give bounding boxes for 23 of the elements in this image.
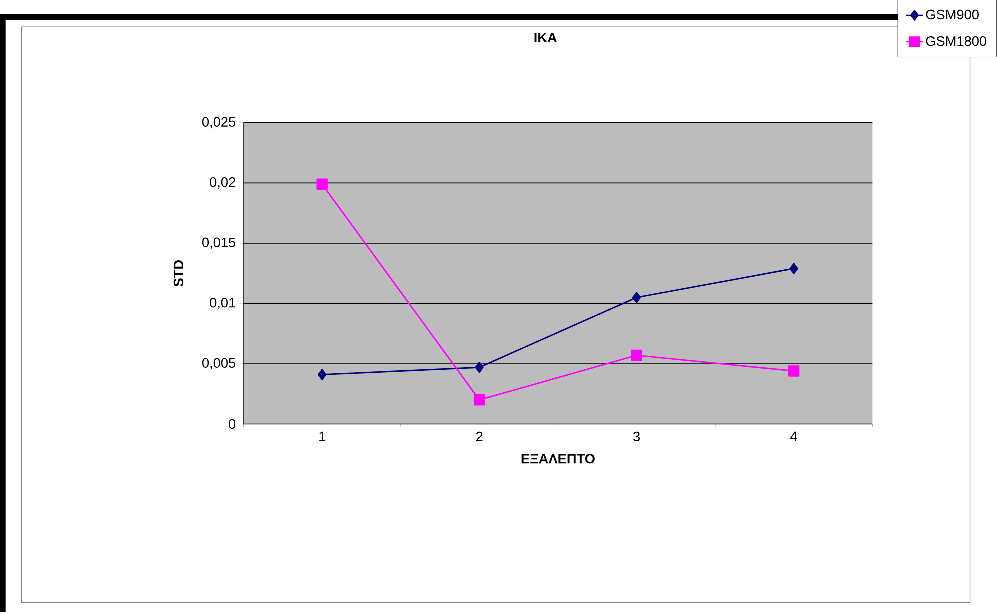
legend-label: GSM900 xyxy=(926,10,979,20)
point xyxy=(788,366,800,377)
x-tick-label: 4 xyxy=(790,432,798,442)
x-tick-label: 2 xyxy=(476,432,483,442)
y-tick-label: 0,01 xyxy=(210,298,236,310)
chart-title: ΙΚΑ xyxy=(534,33,558,42)
point xyxy=(790,263,798,274)
x-tick-label: 1 xyxy=(320,432,326,442)
point xyxy=(318,369,327,380)
point xyxy=(632,292,642,304)
x-axis-title: ΕΞΑΛΕΠΤΟ xyxy=(522,454,595,464)
y-tick-label: 0,025 xyxy=(202,117,236,128)
point xyxy=(631,350,642,362)
point xyxy=(316,178,328,190)
y-tick-label: 0,02 xyxy=(210,177,236,189)
y-axis-title: STD xyxy=(174,260,184,287)
y-tick-label: 0,005 xyxy=(202,358,236,370)
point xyxy=(475,362,484,374)
point xyxy=(474,394,486,406)
x-tick-label: 3 xyxy=(634,432,640,442)
legend-label: GSM1800 xyxy=(926,36,987,46)
y-tick-label: 0,015 xyxy=(202,238,236,249)
y-tick-label: 0 xyxy=(229,419,236,429)
